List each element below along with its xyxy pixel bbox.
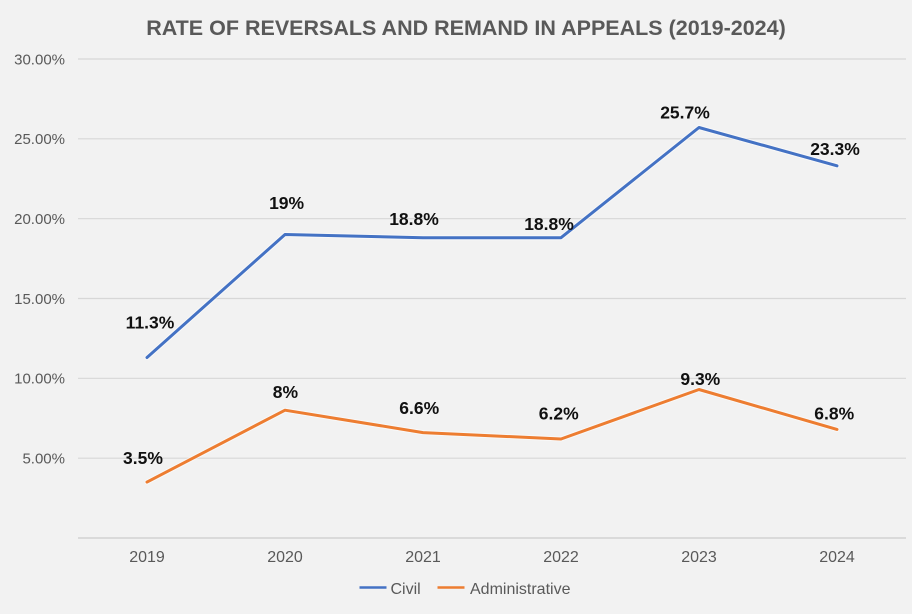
svg-text:3.5%: 3.5%	[123, 448, 163, 468]
svg-text:2019: 2019	[129, 549, 165, 566]
svg-text:25.7%: 25.7%	[660, 103, 710, 123]
svg-text:9.3%: 9.3%	[680, 369, 720, 389]
svg-text:25.00%: 25.00%	[14, 131, 65, 148]
svg-text:2020: 2020	[267, 549, 303, 566]
svg-text:20.00%: 20.00%	[14, 211, 65, 228]
svg-text:RATE OF REVERSALS AND REMAND I: RATE OF REVERSALS AND REMAND IN APPEALS …	[146, 16, 786, 40]
svg-text:6.2%: 6.2%	[539, 403, 579, 423]
svg-text:18.8%: 18.8%	[389, 209, 439, 229]
svg-text:30.00%: 30.00%	[14, 51, 65, 68]
svg-text:2024: 2024	[819, 549, 855, 566]
svg-text:19%: 19%	[269, 193, 304, 213]
svg-text:23.3%: 23.3%	[810, 139, 860, 159]
svg-text:5.00%: 5.00%	[22, 451, 65, 468]
svg-text:2023: 2023	[681, 549, 717, 566]
svg-text:2021: 2021	[405, 549, 441, 566]
svg-text:Civil: Civil	[391, 581, 421, 598]
svg-text:18.8%: 18.8%	[524, 214, 574, 234]
svg-text:Administrative: Administrative	[470, 581, 571, 598]
svg-text:2022: 2022	[543, 549, 579, 566]
svg-text:6.8%: 6.8%	[814, 403, 854, 423]
svg-text:15.00%: 15.00%	[14, 291, 65, 308]
svg-text:8%: 8%	[273, 382, 299, 402]
svg-text:11.3%: 11.3%	[126, 313, 175, 333]
svg-text:6.6%: 6.6%	[399, 398, 439, 418]
svg-text:10.00%: 10.00%	[14, 371, 65, 388]
